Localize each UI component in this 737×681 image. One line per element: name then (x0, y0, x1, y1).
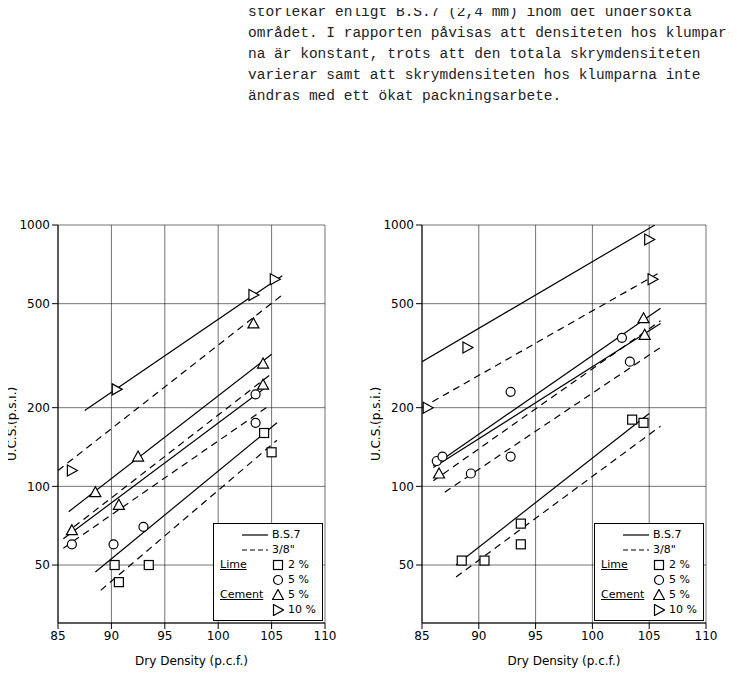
svg-text:100: 100 (391, 480, 414, 494)
svg-text:U.C.S.(p.s.i.): U.C.S.(p.s.i.) (8, 387, 19, 461)
svg-text:U.C.S.(p.s.i.): U.C.S.(p.s.i.) (369, 387, 383, 461)
svg-text:85: 85 (50, 629, 65, 643)
svg-text:110: 110 (314, 629, 337, 643)
html-text:10 %: 10 % (288, 603, 316, 616)
svg-text:1000: 1000 (383, 218, 414, 232)
html-text:storlekar enligt B.S.7 (2,4 mm: storlekar enligt B.S.7 (2,4 mm) inom det… (248, 4, 692, 20)
html-text:2 %: 2 % (288, 558, 309, 571)
svg-text:200: 200 (27, 401, 50, 415)
svg-text:100: 100 (27, 480, 50, 494)
svg-text:1000: 1000 (19, 218, 50, 232)
svg-text:100: 100 (581, 629, 604, 643)
html-text:området. I rapporten påvisas a: området. I rapporten påvisas att densite… (248, 25, 736, 41)
svg-text:90: 90 (104, 629, 119, 643)
svg-text:110: 110 (695, 629, 718, 643)
html-text:10 %: 10 % (669, 603, 697, 616)
html-text:3/8": 3/8" (653, 543, 676, 556)
svg-text:105: 105 (260, 629, 283, 643)
svg-text:95: 95 (157, 629, 172, 643)
svg-text:Dry Density (p.c.f.): Dry Density (p.c.f.) (135, 654, 248, 668)
html-text:na är konstant, trots att den: na är konstant, trots att den totala skr… (248, 46, 701, 62)
html-text:5 %: 5 % (288, 588, 309, 601)
html-text:Lime: Lime (601, 558, 628, 571)
html-text:Cement: Cement (601, 588, 645, 601)
html-text:2 %: 2 % (669, 558, 690, 571)
html-text:5 %: 5 % (288, 573, 309, 586)
html-text:3/8": 3/8" (272, 543, 295, 556)
html-text:5 %: 5 % (669, 588, 690, 601)
html-text:B.S.7: B.S.7 (653, 528, 682, 541)
html-text:Cement: Cement (220, 588, 264, 601)
html-text:varierar samt att skrymdensite: varierar samt att skrymdensiteten hos kl… (248, 67, 701, 83)
html-text:ändras med ett ökat packningsa: ändras med ett ökat packningsarbete. (248, 88, 562, 104)
svg-text:95: 95 (528, 629, 543, 643)
html-text:B.S.7: B.S.7 (272, 528, 301, 541)
svg-text:105: 105 (638, 629, 661, 643)
svg-text:50: 50 (35, 558, 50, 572)
svg-text:100: 100 (207, 629, 230, 643)
svg-text:200: 200 (391, 401, 414, 415)
svg-text:50: 50 (399, 558, 414, 572)
html-text:5 %: 5 % (669, 573, 690, 586)
html-text:Lime: Lime (220, 558, 247, 571)
svg-text:90: 90 (471, 629, 486, 643)
svg-text:500: 500 (27, 297, 50, 311)
svg-text:85: 85 (414, 629, 429, 643)
svg-text:Dry Density (p.c.f.): Dry Density (p.c.f.) (508, 654, 621, 668)
svg-text:500: 500 (391, 297, 414, 311)
